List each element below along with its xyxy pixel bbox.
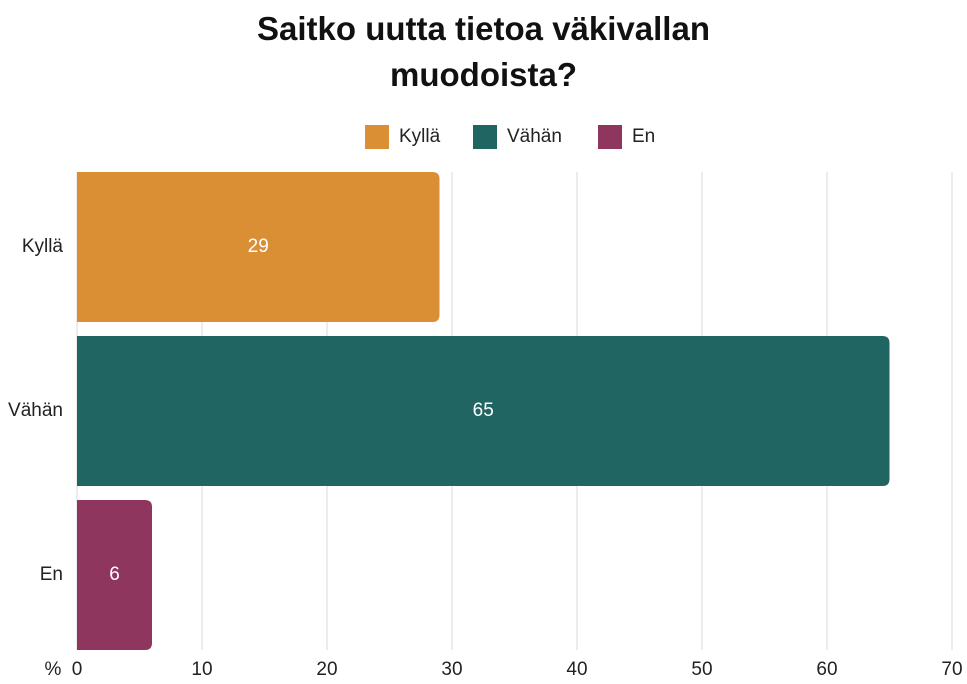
x-tick-label: 50 [691, 659, 712, 680]
value-label: 29 [248, 236, 269, 257]
legend-swatch [473, 125, 497, 149]
legend-swatch [598, 125, 622, 149]
chart-title: Saitko uutta tietoa väkivallan muodoista… [257, 10, 710, 93]
x-tick-label: 40 [566, 659, 587, 680]
title-wrap: Saitko uutta tietoa väkivallan muodoista… [0, 6, 967, 98]
y-tick-label: Vähän [8, 400, 63, 421]
x-tick-label: 0 [72, 659, 83, 680]
x-axis-label: % [45, 659, 62, 680]
value-label: 6 [109, 564, 120, 585]
x-tick-label: 10 [191, 659, 212, 680]
legend-label: En [632, 126, 655, 147]
bar [77, 172, 440, 322]
x-tick-label: 20 [316, 659, 337, 680]
legend-label: Kyllä [399, 126, 441, 147]
x-tick-label: 60 [816, 659, 837, 680]
x-tick-label: 70 [941, 659, 962, 680]
bar [77, 336, 890, 486]
legend-swatch [365, 125, 389, 149]
value-label: 65 [473, 400, 494, 421]
legend-label: Vähän [507, 126, 562, 147]
y-tick-label: En [40, 564, 63, 585]
bar [77, 500, 152, 650]
x-tick-label: 30 [441, 659, 462, 680]
y-tick-label: Kyllä [22, 236, 64, 257]
